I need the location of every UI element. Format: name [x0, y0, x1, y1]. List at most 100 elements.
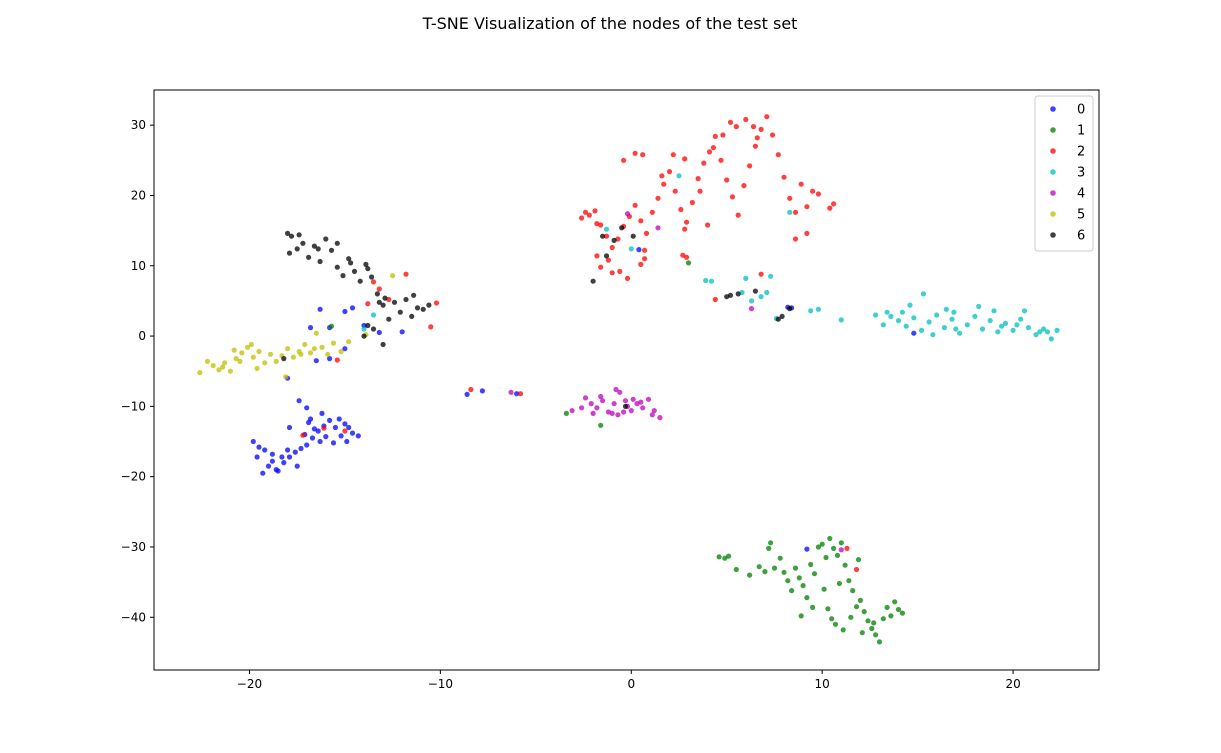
point-class-6 — [300, 240, 306, 246]
point-class-3 — [1021, 308, 1028, 314]
point-class-5 — [346, 339, 352, 345]
point-class-2 — [718, 157, 724, 163]
point-class-2 — [609, 270, 615, 276]
legend-box — [1034, 95, 1094, 252]
point-class-2 — [727, 119, 734, 125]
point-class-3 — [628, 246, 634, 252]
point-class-1 — [768, 540, 774, 546]
point-class-3 — [972, 313, 978, 319]
point-class-5 — [285, 346, 291, 352]
point-class-3 — [808, 308, 814, 314]
point-class-3 — [1033, 332, 1039, 338]
point-class-4 — [748, 306, 755, 312]
point-class-3 — [991, 308, 997, 314]
point-class-1 — [815, 544, 822, 550]
point-class-6 — [334, 240, 340, 246]
point-class-3 — [1037, 329, 1043, 335]
point-class-3 — [964, 322, 970, 328]
point-class-6 — [296, 232, 302, 238]
y-tick-label: −10 — [121, 399, 146, 413]
point-class-1 — [598, 422, 604, 428]
point-class-2 — [609, 244, 615, 251]
point-class-4 — [617, 389, 623, 395]
point-class-2 — [706, 149, 713, 155]
point-class-1 — [895, 606, 902, 613]
point-class-4 — [590, 410, 596, 416]
point-class-5 — [254, 365, 260, 371]
point-class-2 — [701, 160, 707, 166]
point-class-1 — [823, 554, 829, 561]
point-class-6 — [365, 266, 371, 272]
point-class-6 — [351, 268, 358, 274]
point-class-0 — [317, 438, 323, 445]
point-class-3 — [888, 313, 894, 319]
point-class-2 — [710, 145, 717, 151]
point-class-6 — [340, 273, 346, 279]
point-class-2 — [321, 425, 327, 431]
point-class-2 — [621, 157, 627, 163]
point-class-3 — [884, 309, 890, 315]
point-class-2 — [682, 226, 688, 232]
point-class-5 — [330, 340, 337, 346]
point-class-2 — [649, 209, 655, 215]
point-class-3 — [934, 312, 940, 318]
point-class-1 — [869, 625, 875, 632]
point-class-0 — [336, 416, 342, 422]
point-class-4 — [621, 409, 627, 415]
point-class-3 — [838, 317, 844, 323]
point-class-1 — [850, 588, 856, 594]
point-class-5 — [244, 344, 251, 350]
point-class-6 — [380, 302, 386, 308]
point-class-2 — [754, 135, 760, 141]
point-class-1 — [865, 618, 871, 624]
point-class-1 — [831, 545, 837, 552]
point-class-6 — [376, 299, 382, 305]
point-class-2 — [655, 195, 661, 201]
point-class-0 — [286, 454, 293, 460]
point-class-3 — [949, 316, 955, 322]
axes-frame — [153, 89, 1100, 671]
point-class-0 — [355, 433, 361, 439]
point-class-2 — [781, 174, 787, 180]
point-class-4 — [582, 395, 589, 401]
point-class-4 — [600, 398, 606, 404]
point-class-3 — [1048, 336, 1054, 342]
point-class-0 — [309, 435, 316, 441]
y-tick-label: −30 — [121, 540, 146, 554]
point-class-0 — [399, 329, 405, 335]
point-class-1 — [859, 630, 865, 636]
point-class-0 — [285, 447, 291, 453]
point-class-5 — [204, 358, 211, 364]
y-tick-label: 10 — [131, 259, 146, 273]
point-class-2 — [712, 296, 718, 303]
point-class-1 — [846, 578, 852, 584]
y-tick-label: 30 — [131, 118, 146, 132]
point-class-1 — [884, 604, 890, 611]
point-class-6 — [363, 261, 369, 267]
point-class-3 — [758, 294, 764, 300]
point-class-6 — [727, 292, 734, 298]
point-class-2 — [632, 202, 638, 208]
point-class-2 — [682, 156, 688, 162]
point-class-5 — [210, 363, 216, 369]
point-class-4 — [624, 211, 631, 217]
point-class-0 — [376, 329, 382, 336]
point-class-2 — [775, 152, 781, 158]
legend-marker-0 — [1050, 106, 1056, 112]
point-class-3 — [903, 323, 909, 329]
point-class-1 — [853, 604, 860, 610]
point-class-6 — [281, 356, 287, 362]
point-class-2 — [787, 195, 793, 201]
point-class-4 — [611, 401, 617, 407]
point-class-3 — [930, 332, 936, 338]
point-class-2 — [624, 275, 631, 281]
point-class-1 — [781, 569, 787, 575]
point-class-2 — [695, 176, 701, 182]
point-class-1 — [840, 627, 846, 633]
point-class-0 — [346, 424, 352, 431]
point-class-1 — [842, 562, 848, 568]
point-class-1 — [796, 575, 802, 581]
point-class-0 — [269, 451, 275, 457]
point-class-3 — [603, 226, 610, 232]
legend-label: 6 — [1077, 229, 1085, 244]
